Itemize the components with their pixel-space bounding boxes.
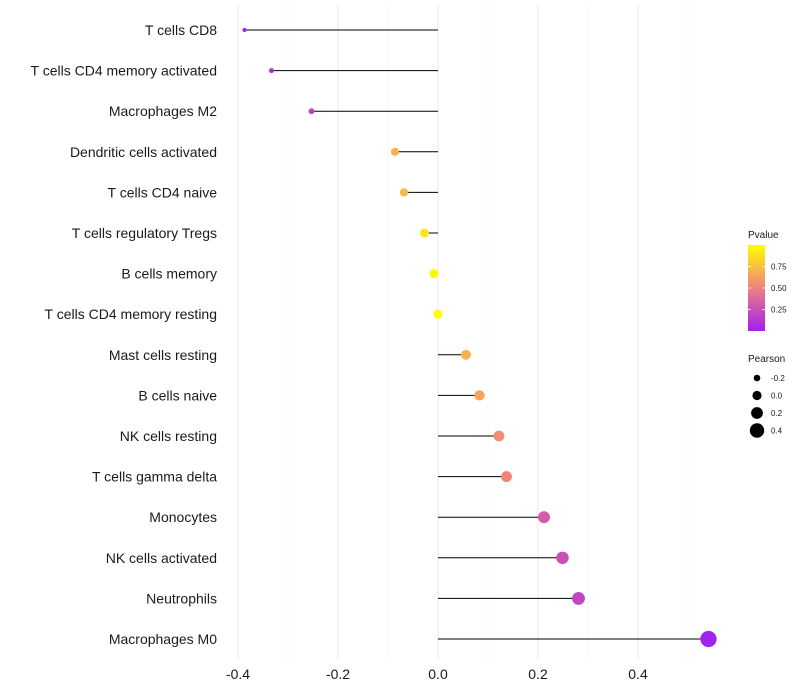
lollipop-dot [269, 68, 274, 74]
category-label: T cells CD4 naive [108, 184, 218, 200]
lollipop-dot [308, 108, 315, 115]
pearson-legend-title: Pearson [748, 354, 785, 365]
lollipop-dot [474, 390, 485, 401]
grid-lines [228, 5, 728, 660]
lollipop-dot [420, 228, 429, 238]
lollipop-dot [242, 27, 247, 33]
lollipop-dot [390, 147, 400, 156]
category-label: NK cells resting [120, 428, 217, 444]
pvalue-tick-label: 0.25 [771, 306, 787, 315]
x-tick-label: -0.4 [226, 666, 250, 682]
lollipop-dots [242, 27, 717, 648]
lollipop-dot [429, 269, 439, 279]
pearson-key-dot [751, 407, 763, 419]
x-tick-label: 0.4 [628, 666, 648, 682]
pearson-key-label: 0.0 [771, 392, 783, 401]
pvalue-legend: Pvalue 0.25 0.50 0.75 [748, 230, 787, 331]
lollipop-sticks [244, 29, 709, 640]
pearson-legend: Pearson -0.2 0.0 0.2 0.4 [748, 354, 785, 438]
pearson-key-dot [749, 423, 765, 438]
x-tick-label: 0.0 [428, 666, 448, 682]
pearson-key-dot [752, 390, 762, 401]
category-label: Monocytes [149, 509, 217, 525]
category-label: Mast cells resting [109, 347, 217, 363]
lollipop-dot [493, 430, 505, 442]
category-label: B cells naive [138, 387, 217, 403]
pvalue-legend-title: Pvalue [748, 230, 779, 241]
lollipop-dot [399, 188, 409, 197]
category-label: B cells memory [121, 266, 217, 282]
x-tick-label: -0.2 [326, 666, 350, 682]
category-label: NK cells activated [106, 550, 217, 566]
lollipop-dot [538, 511, 550, 524]
pearson-key-dot [753, 374, 761, 382]
pvalue-tick-label: 0.50 [771, 284, 787, 293]
category-label: Dendritic cells activated [70, 144, 217, 160]
category-axis: T cells CD8 T cells CD4 memory activated M… [31, 22, 218, 647]
lollipop-dot [700, 630, 717, 648]
x-tick-label: 0.2 [528, 666, 548, 682]
category-label: Neutrophils [146, 590, 217, 606]
category-label: T cells regulatory Tregs [72, 225, 217, 241]
pvalue-tick-label: 0.75 [771, 263, 787, 272]
lollipop-dot [501, 471, 512, 483]
lollipop-dot [572, 591, 585, 605]
category-label: T cells CD8 [145, 22, 217, 38]
plot-panel [228, 5, 728, 660]
x-axis-ticks: -0.4 -0.2 0.0 0.2 0.4 [226, 666, 648, 682]
lollipop-dot [433, 309, 443, 319]
category-label: T cells CD4 memory resting [45, 306, 217, 322]
lollipop-dot [556, 551, 569, 565]
category-label: Macrophages M0 [109, 631, 217, 647]
category-label: T cells gamma delta [92, 469, 217, 485]
category-label: T cells CD4 memory activated [31, 63, 217, 79]
pvalue-colorbar [748, 245, 765, 331]
pearson-key-label: 0.2 [771, 409, 783, 418]
pearson-key-label: -0.2 [771, 374, 785, 383]
lollipop-dot [461, 349, 471, 360]
category-label: Macrophages M2 [109, 103, 217, 119]
pearson-key-label: 0.4 [771, 427, 783, 436]
